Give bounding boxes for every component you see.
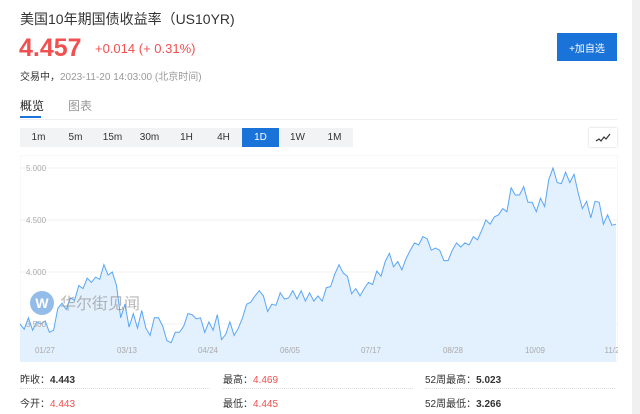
add-watchlist-button[interactable]: +加自选 (557, 33, 617, 61)
divider (425, 388, 615, 389)
period-4h[interactable]: 4H (217, 132, 230, 143)
page-title: 美国10年期国债收益率（US10YR) (20, 11, 235, 27)
active-tab-indicator (20, 116, 41, 118)
stat-low: 最低：4.445 (223, 395, 278, 410)
timestamp: 2023-11-20 14:03:00 (北京时间) (60, 72, 202, 83)
scrollbar[interactable] (632, 0, 640, 414)
period-1d[interactable]: 1D (242, 128, 279, 147)
stat-value: 4.443 (50, 375, 76, 386)
x-tick-label: 11/2 (605, 346, 618, 355)
divider (20, 388, 210, 389)
line-chart-icon (595, 133, 611, 142)
area-fill (20, 168, 616, 362)
period-selector: 1m 5m 15m 30m 1H 4H 1D 1W 1M (20, 128, 353, 147)
series-line (20, 166, 617, 344)
period-5m[interactable]: 5m (68, 132, 83, 143)
stat-label: 52周最低： (425, 399, 477, 410)
period-1mo[interactable]: 1M (327, 132, 342, 143)
x-tick-label: 07/17 (361, 346, 382, 355)
period-1m[interactable]: 1m (31, 132, 46, 143)
y-tick-label: 5.000 (26, 164, 47, 173)
y-tick-label: 3.500 (26, 320, 47, 329)
price-chart: W 华尔街见闻 5.000 4.500 4.000 3.500 01/27 03/13 04/2… (20, 155, 618, 362)
stat-prev-close: 昨收：4.443 (20, 371, 75, 386)
stat-value: 5.023 (476, 375, 502, 386)
stat-52w-high: 52周最高：5.023 (425, 371, 501, 386)
stat-label: 最高： (223, 375, 253, 386)
period-1h[interactable]: 1H (180, 132, 193, 143)
x-tick-label: 01/27 (35, 346, 56, 355)
stat-label: 今开： (20, 399, 50, 410)
tab-overview[interactable]: 概览 (20, 99, 45, 113)
current-price: 4.457 (19, 34, 82, 62)
x-tick-label: 10/09 (525, 346, 546, 355)
stat-value: 4.469 (253, 375, 279, 386)
tab-chart[interactable]: 图表 (68, 99, 93, 113)
watermark-text: 华尔街见闻 (60, 294, 140, 313)
status-text: 交易中， (20, 72, 60, 83)
y-tick-label: 4.500 (26, 216, 47, 225)
period-30m[interactable]: 30m (139, 132, 160, 143)
x-tick-label: 06/05 (280, 346, 301, 355)
x-tick-label: 04/24 (198, 346, 219, 355)
stat-52w-low: 52周最低：3.266 (425, 395, 501, 410)
watermark-logo-letter: W (35, 295, 49, 311)
stat-value: 4.445 (253, 399, 279, 410)
divider (20, 119, 617, 120)
trading-status: 交易中，2023-11-20 14:03:00 (北京时间) (20, 68, 202, 83)
x-tick-label: 03/13 (117, 346, 138, 355)
period-15m[interactable]: 15m (102, 132, 123, 143)
chart-type-button[interactable] (589, 128, 617, 147)
y-tick-label: 4.000 (26, 268, 47, 277)
stat-label: 最低： (223, 399, 253, 410)
divider (223, 388, 413, 389)
price-change: +0.014 (+ 0.31%) (95, 41, 196, 56)
stat-value: 3.266 (476, 399, 502, 410)
stat-value: 4.443 (50, 399, 76, 410)
x-tick-label: 08/28 (443, 346, 464, 355)
stat-open: 今开：4.443 (20, 395, 75, 410)
period-1w[interactable]: 1W (290, 132, 305, 143)
stat-label: 52周最高： (425, 375, 477, 386)
watermark-logo: W (30, 291, 54, 315)
watermark-logo-circle (30, 291, 54, 315)
stat-high: 最高：4.469 (223, 371, 278, 386)
stat-label: 昨收： (20, 375, 50, 386)
